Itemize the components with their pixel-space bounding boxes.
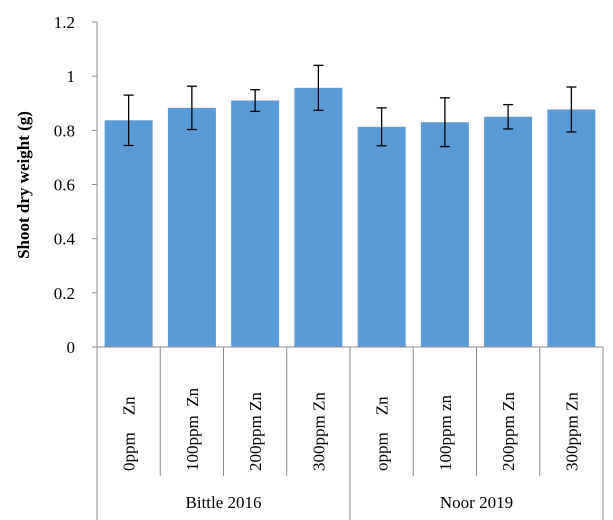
category-label: 300ppm Zn bbox=[562, 392, 581, 471]
bar bbox=[547, 109, 596, 348]
y-tick-label: 0.6 bbox=[54, 176, 75, 195]
bar bbox=[104, 120, 153, 347]
bar bbox=[231, 100, 280, 348]
bar bbox=[420, 122, 469, 347]
y-axis-label: Shoot dry weight (g) bbox=[14, 111, 33, 259]
category-label: oppm Zn bbox=[373, 396, 392, 471]
category-label: 200ppm Zn bbox=[499, 392, 518, 471]
y-tick-label: 1.2 bbox=[54, 13, 75, 32]
y-tick-label: 0.8 bbox=[54, 121, 75, 140]
y-tick-label: 0.4 bbox=[54, 230, 76, 249]
bars bbox=[104, 87, 596, 348]
bar bbox=[357, 126, 406, 347]
category-label: 100ppm Zn bbox=[183, 387, 202, 471]
x-axis: 0ppm Zn 100ppm Zn 200ppm Zn 300ppm Zn oppm Z… bbox=[96, 346, 604, 520]
category-label: 0ppm Zn bbox=[120, 396, 139, 471]
bar bbox=[167, 107, 216, 348]
group-label: Bittle 2016 bbox=[185, 493, 261, 512]
bar bbox=[294, 87, 343, 347]
category-label: 300ppm Zn bbox=[309, 392, 328, 471]
group-label: Noor 2019 bbox=[440, 493, 513, 512]
category-label: 100ppm zn bbox=[436, 394, 455, 471]
y-tick-label: 0.2 bbox=[54, 284, 75, 303]
error-bars bbox=[123, 64, 577, 148]
category-label: 200ppm Zn bbox=[246, 392, 265, 471]
y-tick-label: 0 bbox=[67, 338, 76, 357]
y-tick-label: 1 bbox=[67, 67, 76, 86]
bar bbox=[484, 116, 533, 348]
y-axis: 0 0.2 0.4 0.6 0.8 1 1.2 bbox=[54, 13, 98, 357]
